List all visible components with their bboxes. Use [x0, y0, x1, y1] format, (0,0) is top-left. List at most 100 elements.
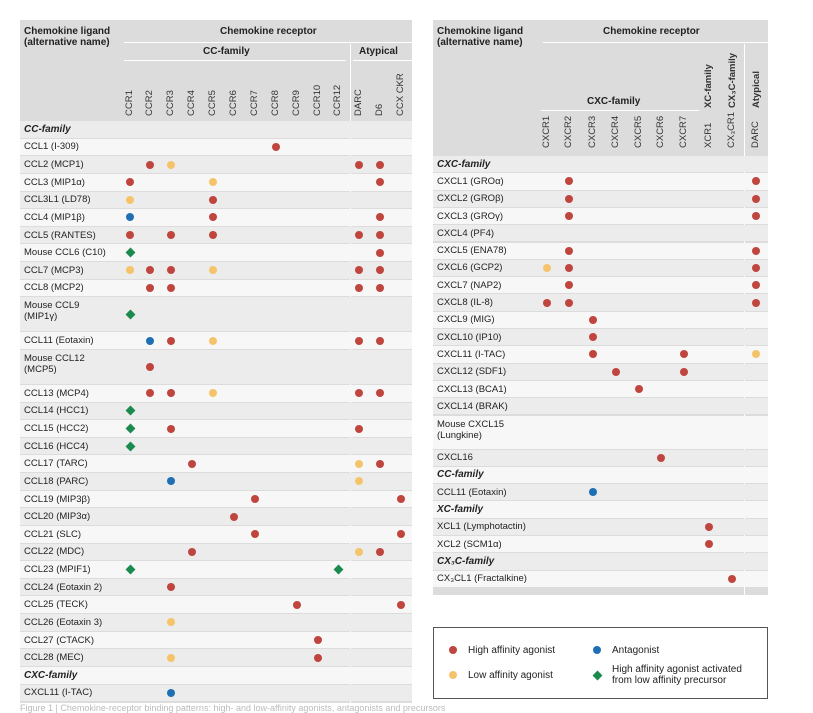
high-marker [167, 231, 175, 240]
high-marker [355, 424, 363, 433]
section-label: CC-family [24, 123, 71, 135]
high-marker [680, 367, 688, 376]
table-row: CCL27 (CTACK) [20, 631, 412, 649]
legend: High affinity agonist Antagonist Low aff… [433, 627, 768, 699]
table-row: CX₃CL1 (Fractalkine) [433, 570, 768, 587]
legend-high-label: High affinity agonist [468, 645, 556, 656]
table-row: Mouse CXCL15 (Lungkine) [433, 415, 768, 449]
right-col-header: CXCR4 [610, 115, 621, 148]
section-label: CXC-family [24, 669, 78, 681]
high-marker [752, 177, 760, 186]
high-marker [752, 281, 760, 290]
left-ligand-subtitle: (alternative name) [24, 37, 110, 48]
table-row: CCL1 (I-309) [20, 138, 412, 156]
section-label: CXC-family [437, 158, 491, 170]
ligand-label: CX₃CL1 (Fractalkine) [437, 573, 527, 585]
left-cc-rule [124, 60, 346, 61]
high-marker [565, 263, 573, 272]
table-row: CCL8 (MCP2) [20, 279, 412, 297]
right-col-header: CXCR7 [678, 115, 689, 148]
high-marker [146, 283, 154, 292]
high-marker [680, 350, 688, 359]
high-marker [705, 522, 713, 531]
legend-precursor-diamond [592, 670, 603, 681]
ligand-label: CXCL6 (GCP2) [437, 262, 503, 274]
high-marker [355, 266, 363, 275]
ligand-label: CXCL11 (I-TAC) [437, 348, 506, 360]
high-marker [355, 283, 363, 292]
table-row: CXCL1 (GROα) [433, 173, 768, 190]
right-atypical-label: Atypical [751, 71, 762, 108]
table-row: CCL20 (MIP3α) [20, 508, 412, 525]
left-col-header: CCR7 [249, 90, 260, 116]
high-marker [272, 142, 280, 151]
table-row: CXCL8 (IL-8) [433, 294, 768, 311]
high-marker [612, 367, 620, 376]
table-row: CCL5 (RANTES) [20, 226, 412, 244]
high-marker [752, 263, 760, 272]
high-marker [376, 459, 384, 468]
high-marker [251, 530, 259, 539]
right-col-header: CX₃CR1 [726, 111, 737, 148]
high-marker [355, 336, 363, 345]
table-row: CXCL13 (BCA1) [433, 380, 768, 398]
high-marker [188, 459, 196, 468]
ligand-label: CCL20 (MIP3α) [24, 511, 91, 523]
high-marker [397, 600, 405, 609]
high-marker [397, 495, 405, 504]
ligand-label: Mouse CCL9 [24, 300, 80, 312]
high-marker [209, 213, 217, 222]
high-marker [376, 336, 384, 345]
ligand-label-line2: (Lungkine) [437, 429, 482, 441]
left-col-header: CCX CKR [395, 73, 406, 116]
ligand-label: CCL25 (TECK) [24, 599, 88, 611]
ligand-label: CCL15 (HCC2) [24, 423, 89, 434]
low-marker [167, 618, 175, 627]
left-section-row: CC-family [20, 121, 412, 138]
right-col-header: DARC [750, 121, 761, 148]
left-col-header: CCR9 [291, 90, 302, 116]
section-label: XC-family [437, 504, 484, 516]
table-row: Mouse CCL6 (C10) [20, 244, 412, 262]
left-col-header: CCR1 [124, 90, 135, 116]
ligand-label: CCL13 (MCP4) [24, 387, 89, 399]
high-marker [126, 231, 134, 240]
right-col-header: CXCR3 [587, 115, 598, 148]
table-row: CCL14 (HCC1) [20, 402, 412, 420]
ligand-label: CCL17 (TARC) [24, 458, 88, 470]
table-row: CXCL16 [433, 449, 768, 466]
high-marker [355, 160, 363, 169]
legend-antagonist-label: Antagonist [612, 645, 660, 656]
figure-caption: Figure 1 | Chemokine-receptor binding pa… [20, 703, 446, 713]
table-row: CXCL7 (NAP2) [433, 277, 768, 294]
high-marker [230, 512, 238, 521]
high-marker [146, 266, 154, 275]
right-ligand-title: Chemokine ligand [437, 26, 524, 37]
right-section-row: XC-family [433, 501, 768, 518]
high-marker [376, 389, 384, 398]
antagonist-marker [589, 488, 597, 497]
ligand-label: CCL24 (Eotaxin 2) [24, 581, 103, 593]
left-col-header: D6 [374, 103, 385, 116]
right-col-header: CXCR5 [633, 115, 644, 148]
right-col-header: CXCR1 [541, 115, 552, 148]
left-section-row: CXC-family [20, 667, 412, 684]
right-section-row: CC-family [433, 466, 768, 484]
high-marker [376, 160, 384, 169]
left-atypical-rule [353, 60, 412, 61]
precursor-marker [125, 423, 135, 434]
ligand-label: CXCL16 [437, 452, 473, 464]
ligand-label: CCL23 (MPIF1) [24, 564, 91, 576]
high-marker [188, 547, 196, 556]
right-col-header: CXCR6 [655, 115, 666, 148]
high-marker [589, 315, 597, 324]
high-marker [589, 333, 597, 342]
table-row: CCL15 (HCC2) [20, 420, 412, 437]
ligand-label: CCL7 (MCP3) [24, 264, 84, 276]
right-receptor-title: Chemokine receptor [603, 26, 700, 37]
table-row: CCL2 (MCP1) [20, 156, 412, 173]
high-marker [657, 453, 665, 462]
right-section-row: CXC-family [433, 156, 768, 173]
legend-precursor-label-1: High affinity agonist activated [612, 664, 742, 675]
ligand-label-line2: (MCP5) [24, 363, 57, 375]
